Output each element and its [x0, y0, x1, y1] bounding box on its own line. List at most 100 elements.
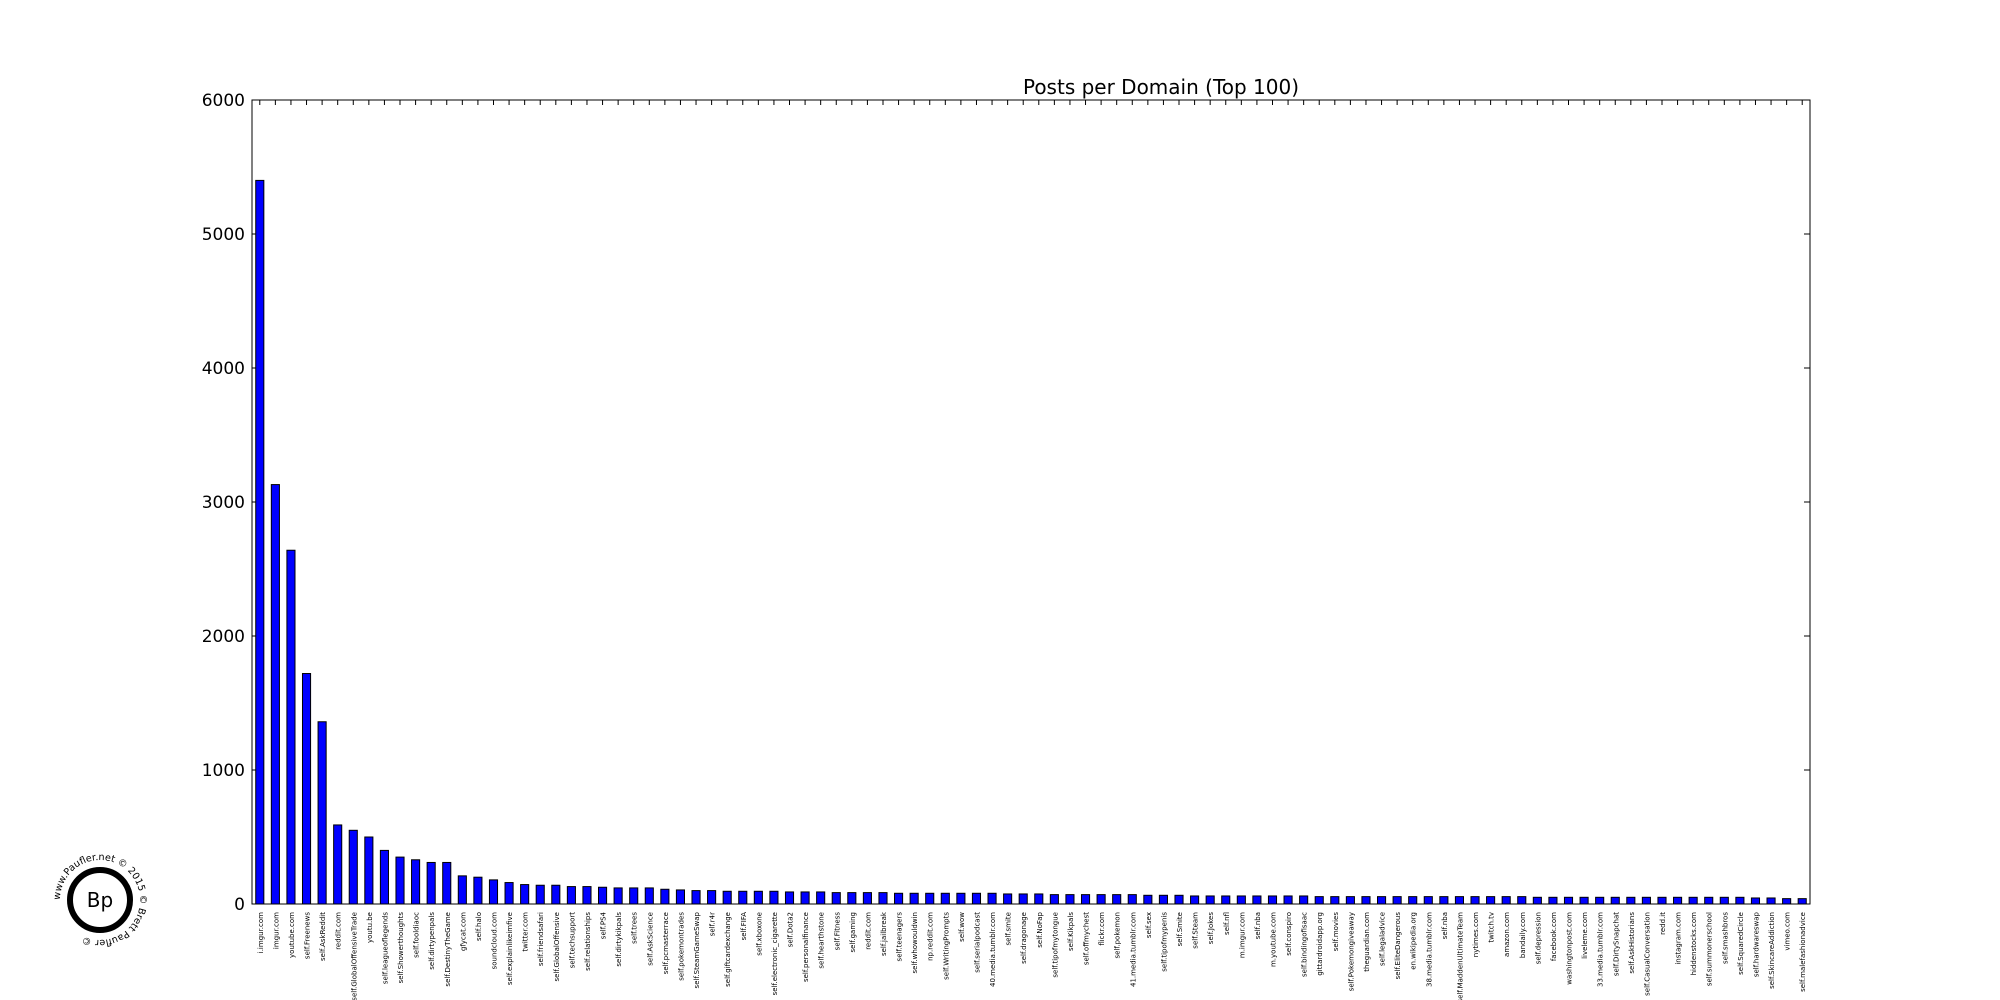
bar [457, 875, 467, 905]
bars [255, 179, 1807, 905]
bar [317, 721, 327, 905]
x-tick-label: self.hearthstone [818, 912, 826, 969]
bar [504, 882, 514, 905]
x-tick-label: i.imgur.com [257, 912, 265, 953]
bar [1190, 895, 1200, 905]
x-tick-label: self.FIFA [740, 912, 748, 941]
bar [1704, 896, 1714, 905]
x-tick-label: self.electronic_cigarette [771, 912, 779, 995]
y-axis: 0 1000 2000 3000 4000 5000 6000 [202, 91, 1810, 915]
bar [1735, 896, 1745, 905]
bar [784, 891, 795, 905]
x-tick-label: self.explainlikeimfive [506, 912, 514, 985]
x-tick-label: vimeo.com [1784, 912, 1792, 951]
bar [1252, 895, 1262, 905]
x-tick-label: self.xboxone [755, 912, 763, 956]
bar [1641, 896, 1651, 905]
bar [1080, 894, 1091, 905]
x-tick-label: self.DestinyTheGame [444, 912, 452, 987]
x-tick-label: flickr.com [1098, 912, 1106, 946]
bar [1423, 896, 1433, 905]
x-tick-label: self.smashbros [1721, 912, 1729, 964]
x-tick-label: youtube.com [288, 912, 296, 958]
bar [613, 887, 623, 905]
bar [364, 836, 374, 905]
bar [1158, 894, 1168, 905]
brett-paufler-logo: Bp www.Paufler.net © 2015 © Brett Paufle… [52, 852, 148, 948]
x-tick-label: self.smite [1005, 912, 1013, 946]
x-tick-label: self.Steam [1192, 912, 1200, 949]
bar [1486, 896, 1496, 905]
x-tick-label: twitch.tv [1488, 912, 1496, 943]
bar [333, 824, 343, 905]
x-tick-label: reddit.com [864, 912, 872, 950]
x-tick-label: self.serialpodcast [973, 912, 981, 973]
bar [862, 892, 872, 905]
x-tick-label: self.WritingPrompts [942, 912, 950, 980]
x-tick-label: gfycat.com [459, 912, 467, 951]
plot-area [251, 99, 1811, 905]
x-tick-label: theguardian.com [1363, 912, 1371, 972]
bar [488, 879, 499, 905]
x-tick-label: soundcloud.com [490, 912, 498, 970]
bar [411, 859, 421, 905]
y-tick-label: 3000 [202, 493, 245, 513]
bar [1626, 896, 1636, 905]
x-tick-label: 33.media.tumblr.com [1597, 912, 1605, 987]
bar [629, 887, 639, 905]
x-tick-label: self.DirtySnapchat [1612, 912, 1620, 976]
bar [442, 861, 452, 905]
x-axis: i.imgur.com imgur.com youtube.com self.Free… [257, 100, 1807, 1000]
x-tick-label: nytimes.com [1472, 912, 1480, 957]
bar [1548, 896, 1558, 905]
bar [1532, 896, 1542, 905]
x-tick-label: reddit.com [335, 912, 343, 950]
x-tick-label: self.personalfinance [802, 912, 810, 982]
bar [1174, 894, 1184, 905]
x-tick-label: self.EliteDangerous [1394, 912, 1402, 980]
x-tick-label: gittardroidapp.org [1316, 912, 1324, 976]
bar [1782, 898, 1792, 905]
x-tick-label: 38.media.tumblr.com [1425, 912, 1433, 987]
x-tick-label: self.AskReddit [319, 912, 327, 961]
bar [301, 673, 312, 905]
bar [1688, 896, 1698, 905]
bar [1719, 896, 1729, 905]
x-tick-label: self.Fitness [833, 912, 841, 951]
bar [800, 891, 810, 905]
x-tick-label: self.SkincareAddiction [1768, 912, 1776, 989]
bar [1127, 894, 1137, 905]
x-tick-label: 40.media.tumblr.com [989, 912, 997, 987]
logo-initials: Bp [87, 888, 113, 912]
x-tick-label: self.hardwareswap [1752, 911, 1760, 977]
bar [644, 887, 654, 905]
x-tick-label: self.dirtykikpals [615, 912, 623, 967]
bar [551, 884, 561, 905]
x-tick-label: self.whowouldwin [911, 912, 919, 973]
x-tick-label: self.offmychest [1083, 912, 1091, 965]
x-tick-label: self.nba [1441, 912, 1449, 939]
x-tick-label: self.AskHistorians [1628, 912, 1636, 974]
bar [1439, 896, 1449, 905]
bar [1673, 896, 1683, 905]
y-tick-label: 5000 [202, 225, 245, 245]
bar [379, 849, 389, 905]
x-tick-label: facebook.com [1550, 912, 1558, 961]
bar [1049, 894, 1059, 905]
x-tick-label: self.tipofmytongue [1051, 912, 1059, 978]
bar [1345, 896, 1355, 905]
bar [847, 892, 857, 905]
bar [597, 886, 608, 905]
x-tick-label: self.depression [1534, 912, 1542, 964]
x-tick-label: bandaily.com [1519, 912, 1527, 958]
x-tick-label: self.r4r [709, 912, 717, 936]
bar [255, 179, 265, 905]
x-tick-label: self.Kikpals [1067, 912, 1075, 951]
x-tick-label: self.nfl [1223, 912, 1231, 935]
bar [971, 892, 982, 905]
bar [1112, 894, 1122, 905]
bar [894, 892, 904, 905]
bar [1610, 896, 1620, 905]
x-tick-label: self.NoFap [1036, 911, 1044, 947]
